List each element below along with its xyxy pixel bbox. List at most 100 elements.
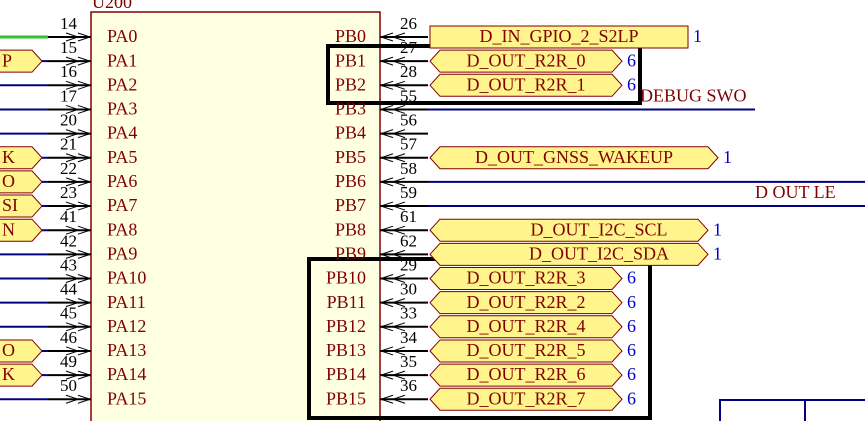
component-body xyxy=(90,11,381,421)
port-label xyxy=(0,194,43,218)
pin-symbol xyxy=(379,249,406,259)
pin-name: PA1 xyxy=(107,50,137,70)
net-label xyxy=(429,25,689,49)
pin-number: 22 xyxy=(60,159,77,178)
pin-number: 27 xyxy=(400,38,418,57)
pin-symbol xyxy=(65,370,92,380)
net-label xyxy=(429,291,623,315)
sheet-number: 6 xyxy=(627,316,636,336)
pin-symbol xyxy=(379,32,406,42)
pin-number: 62 xyxy=(400,231,417,250)
pin-symbol xyxy=(65,249,92,259)
pin-number: 45 xyxy=(60,304,77,323)
pin-symbol xyxy=(65,153,92,163)
pin-name: PA8 xyxy=(107,219,137,239)
sheet-number: 6 xyxy=(627,268,636,288)
net-text: D_OUT_I2C_SDA xyxy=(529,243,669,263)
port-label xyxy=(0,170,43,194)
pin-name: PA5 xyxy=(107,147,137,167)
port-text: SI xyxy=(2,195,18,215)
pin-number: 33 xyxy=(400,304,417,323)
pin-symbol xyxy=(65,177,92,187)
pin-symbol xyxy=(379,225,406,235)
component-ref: U200 xyxy=(92,0,132,12)
sheet-number: 6 xyxy=(627,50,636,70)
pin-symbol xyxy=(65,80,92,90)
pin-name: PB11 xyxy=(327,292,366,312)
pin-symbol xyxy=(65,104,92,114)
pin-name: PB14 xyxy=(326,364,366,384)
net-label xyxy=(429,242,709,266)
pin-symbol xyxy=(65,129,92,139)
pin-number: 59 xyxy=(400,183,417,202)
pin-symbol xyxy=(65,298,92,308)
pin-symbol xyxy=(65,346,92,356)
pin-symbol xyxy=(65,225,92,235)
pin-name: PB3 xyxy=(335,99,366,119)
pin-name: PA13 xyxy=(107,340,146,360)
pin-name: PA2 xyxy=(107,74,137,94)
pin-symbol xyxy=(379,56,406,66)
pin-symbol xyxy=(379,298,406,308)
net-text: D_OUT_R2R_5 xyxy=(466,340,585,360)
net-text: D_OUT_R2R_1 xyxy=(466,74,585,94)
net-label xyxy=(429,315,623,339)
pin-name: PA12 xyxy=(107,316,146,336)
pin-number: 15 xyxy=(60,38,77,57)
pin-name: PB0 xyxy=(335,26,366,46)
pin-number: 44 xyxy=(60,280,78,299)
pin-name: PA15 xyxy=(107,388,146,408)
port-label xyxy=(0,363,43,387)
pin-number: 42 xyxy=(60,231,77,250)
pin-name: PA7 xyxy=(107,195,137,215)
pin-symbol xyxy=(65,56,92,66)
pin-symbol xyxy=(379,129,406,139)
port-text: N xyxy=(2,219,15,239)
pin-name: PA11 xyxy=(107,292,146,312)
pin-number: 57 xyxy=(400,135,418,154)
pin-number: 36 xyxy=(400,376,417,395)
pin-name: PA14 xyxy=(107,364,146,384)
sheet-number: 6 xyxy=(627,364,636,384)
net-label xyxy=(429,363,623,387)
port-label xyxy=(0,339,43,363)
pin-name: PB13 xyxy=(326,340,366,360)
pin-name: PB2 xyxy=(335,74,366,94)
pin-name: PB10 xyxy=(326,268,366,288)
pin-symbol xyxy=(379,322,406,332)
pin-symbol xyxy=(379,104,406,114)
pin-symbol xyxy=(379,177,406,187)
sheet-number: 6 xyxy=(627,292,636,312)
net-text: D_OUT_R2R_4 xyxy=(466,316,585,336)
pin-symbol xyxy=(379,394,406,404)
port-label xyxy=(0,146,43,170)
pin-number: 58 xyxy=(400,159,417,178)
pin-number: 16 xyxy=(60,62,77,81)
net-text: D_OUT_R2R_6 xyxy=(466,364,585,384)
pin-name: PA10 xyxy=(107,268,146,288)
pin-number: 23 xyxy=(60,183,77,202)
pin-symbol xyxy=(65,394,92,404)
sheet-number: 1 xyxy=(713,219,722,239)
net-label xyxy=(429,73,623,97)
net-label xyxy=(429,218,709,242)
pin-number: 34 xyxy=(400,328,418,347)
pin-name: PA3 xyxy=(107,99,137,119)
wire-net-text: DEBUG SWO xyxy=(640,86,747,106)
pin-symbol xyxy=(379,201,406,211)
port-text: P xyxy=(2,50,12,70)
pin-name: PA0 xyxy=(107,26,137,46)
pin-number: 41 xyxy=(60,207,77,226)
pin-number: 49 xyxy=(60,352,77,371)
pin-number: 35 xyxy=(400,352,417,371)
pin-symbol xyxy=(379,346,406,356)
net-text: D_OUT_R2R_3 xyxy=(466,268,585,288)
pin-number: 14 xyxy=(60,14,78,33)
pin-name: PA9 xyxy=(107,243,137,263)
net-label xyxy=(429,49,623,73)
pin-number: 20 xyxy=(60,111,77,130)
net-text: D_OUT_R2R_2 xyxy=(466,292,585,312)
net-label xyxy=(429,146,719,170)
port-text: K xyxy=(2,147,15,167)
